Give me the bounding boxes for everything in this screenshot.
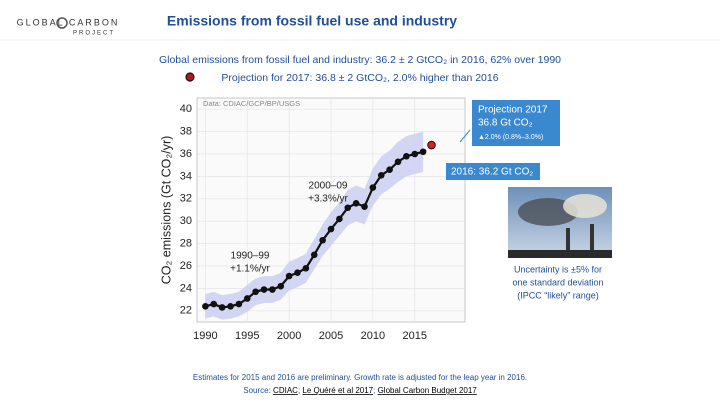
uncertainty-band [205,131,424,320]
data-point [369,184,377,191]
source: Source: CDIAC; Le Quéré et al 2017; Glob… [243,386,477,395]
y-axis-label: CO₂ emissions (Gt CO₂/yr) [159,136,173,285]
data-point [336,215,343,223]
y-tick-label: 24 [180,282,192,294]
data-point [377,171,385,179]
data-point [394,158,402,166]
data-point [252,288,259,296]
y-tick-label: 26 [180,260,192,272]
x-tick-label: 2010 [361,330,385,342]
callout-box [446,163,540,180]
source-prefix: Source: [243,386,273,395]
subtitle: Projection for 2017: 36.8 ± 2 GtCO₂, 2.0… [221,72,498,84]
x-tick-label: 1990 [193,330,217,342]
x-tick-label: 2015 [403,330,427,342]
annotation: 2000–09 [309,181,348,192]
data-point [310,251,318,259]
subtitle: Global emissions from fossil fuel and in… [159,54,561,66]
data-point [419,148,427,156]
source-link[interactable]: CDIAC [273,386,298,395]
data-point [352,199,360,207]
data-point [227,303,234,310]
annotation: 2016: 36.2 Gt CO₂ [451,167,533,178]
annotation: ▲2.0% (0.8%–3.0%) [478,134,543,141]
data-point [260,286,268,293]
data-point [210,300,218,308]
y-tick-label: 38 [180,126,192,138]
data-point [319,236,326,244]
logo-text: PROJECT [73,31,115,37]
annotation: Projection 2017 [478,105,548,116]
data-point [327,225,335,233]
chart: 22 24 26 28 30 32 34 36 38 40 1990 1995 2000 2005 2010… [159,97,560,342]
logo-text: GLOBAL CARBON [17,17,120,27]
data-point [202,303,209,310]
data-point [386,166,393,173]
y-tick-label: 32 [180,193,192,205]
annotation: +1.1%/yr [230,264,270,275]
annotation: 36.8 Gt CO₂ [478,118,533,129]
x-tick-label: 2000 [277,330,301,342]
data-point [218,304,226,311]
data-point [361,203,368,210]
photo [508,187,612,258]
annotation: Data: CDIAC/GCP/BP/USGS [203,99,300,108]
data-point [344,204,352,212]
source-link[interactable]: Global Carbon Budget 2017 [378,386,478,395]
callout-box [472,100,560,146]
footnote: Estimates for 2015 and 2016 are prelimin… [193,373,527,382]
data-point [243,295,251,302]
data-point [285,272,293,280]
slide-title: Emissions from fossil fuel use and indus… [167,13,457,29]
y-tick-label: 34 [180,170,192,182]
y-tick-label: 30 [180,215,192,227]
data-point [277,282,285,290]
data-point [302,264,310,272]
y-tick-label: 22 [180,305,192,317]
y-tick-label: 36 [180,148,192,160]
data-point [294,269,301,277]
annotation: 1990–99 [231,251,270,262]
logo-mark [56,17,68,29]
legend-marker [185,72,195,82]
y-tick-label: 28 [180,238,192,250]
data-point [235,300,243,308]
caption: one standard deviation [512,277,603,287]
projection-point [427,140,436,150]
data-point [269,286,276,293]
y-tick-label: 40 [180,103,192,115]
callout-pointer [459,129,471,143]
x-tick-label: 2005 [319,330,343,342]
x-tick-label: 1995 [235,330,259,342]
annotation: +3.3%/yr [308,194,348,205]
source-link[interactable]: Le Quéré et al 2017 [302,386,373,395]
data-point [411,150,419,158]
caption: Uncertainty is ±5% for [514,264,602,274]
data-point [403,152,410,160]
caption: (IPCC “likely” range) [517,290,599,300]
